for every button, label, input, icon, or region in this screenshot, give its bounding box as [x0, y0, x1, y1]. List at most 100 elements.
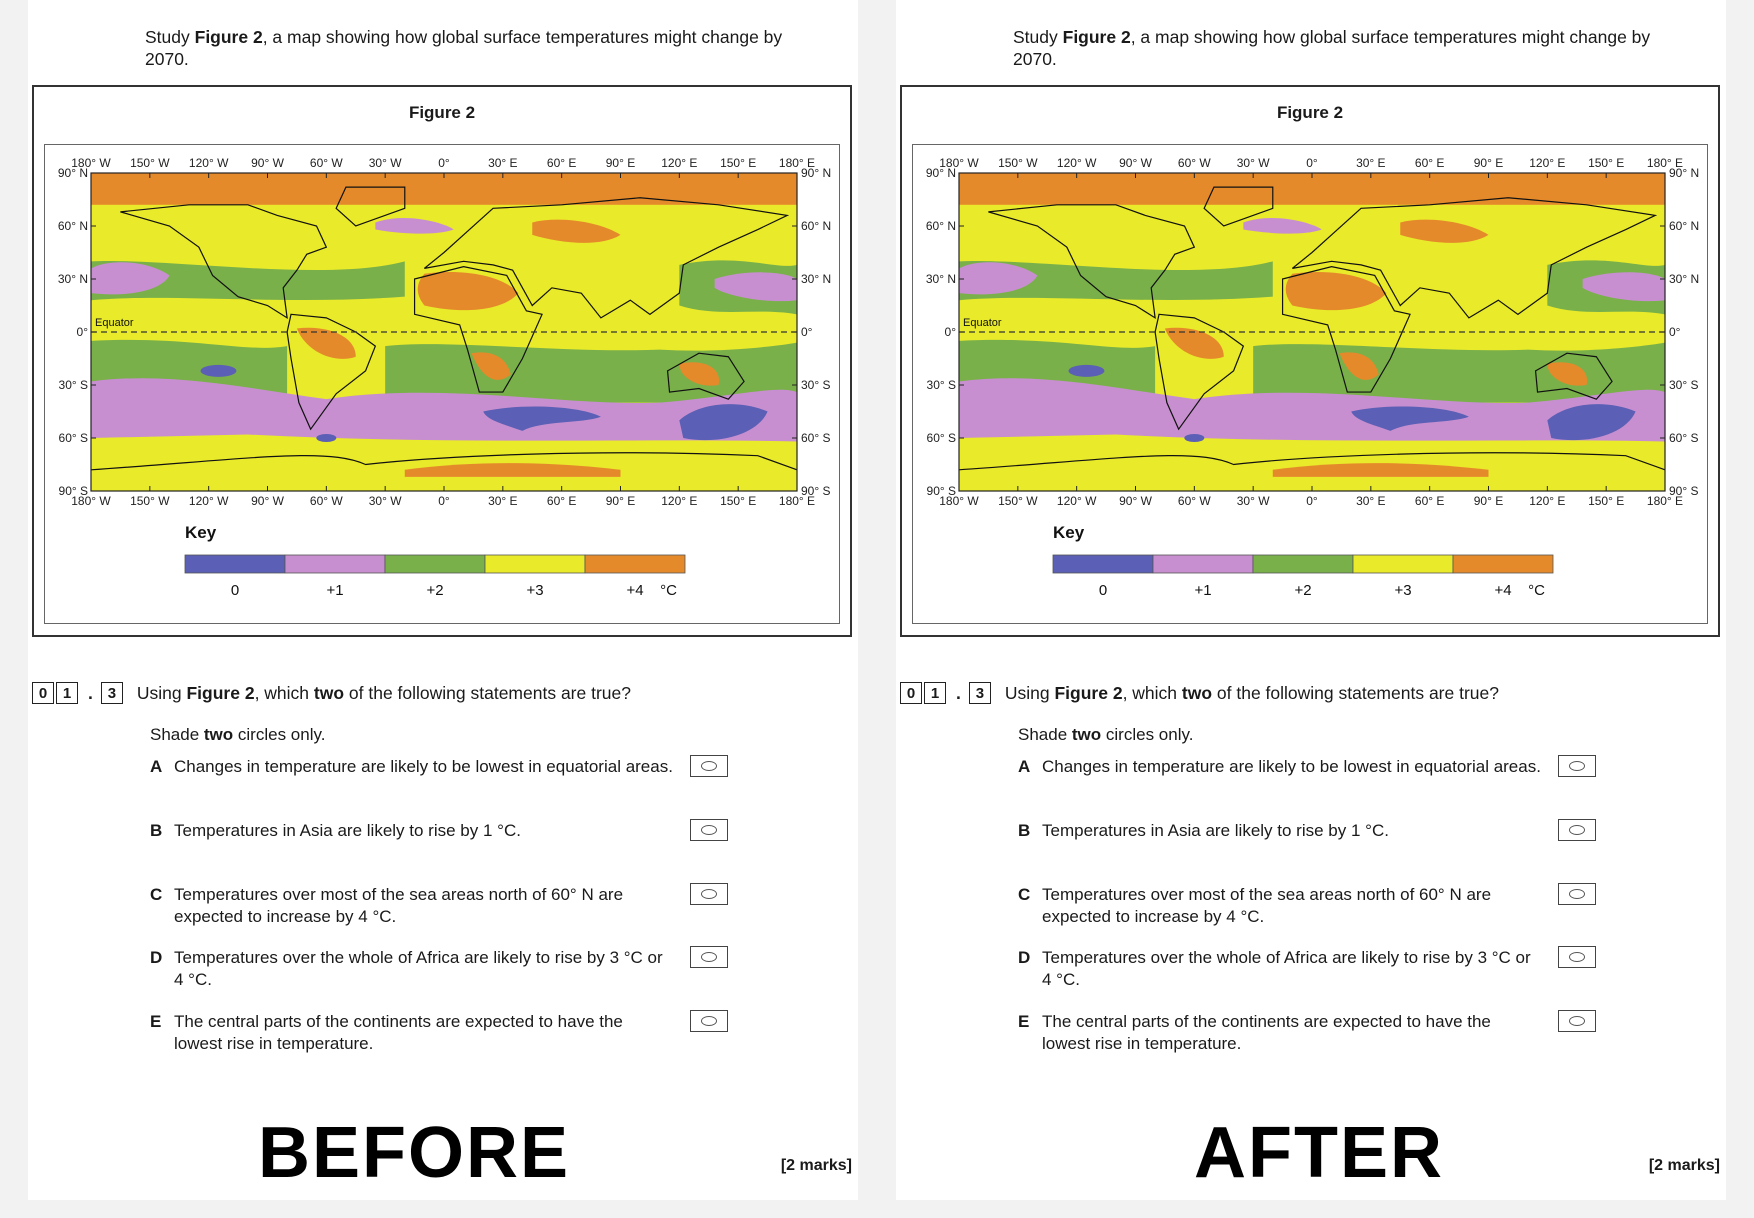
lon-label-bottom: 150° W [998, 494, 1038, 508]
option-letter: A [1018, 757, 1031, 776]
lon-label-bottom: 60° E [547, 494, 576, 508]
option-letter: B [1018, 821, 1031, 840]
lon-label-bottom: 30° W [369, 494, 402, 508]
lon-label-bottom: 90° E [606, 494, 635, 508]
lon-label-bottom: 60° W [310, 494, 343, 508]
lon-label-top: 30° W [369, 156, 402, 170]
lon-label-top: 30° W [1237, 156, 1270, 170]
lat-label-left: 60° N [926, 219, 956, 233]
key-title: Key [185, 523, 217, 542]
before-banner: BEFORE [258, 1113, 571, 1193]
key-swatch [484, 554, 586, 574]
lon-label-top: 180° W [939, 156, 979, 170]
lat-label-right: 30° S [1669, 378, 1698, 392]
answer-bubble-e[interactable] [690, 1010, 728, 1032]
lat-label-right: 60° S [1669, 431, 1698, 445]
purple-pacific-region [1582, 272, 1665, 302]
key-label: +2 [1294, 582, 1311, 599]
lon-label-bottom: 60° E [1415, 494, 1444, 508]
equator-label: Equator [95, 317, 134, 329]
key-label: +4 [1494, 582, 1511, 599]
lon-label-bottom: 120° E [661, 494, 697, 508]
key-swatch [584, 554, 686, 574]
map-graphic: Equator 180° W 180° W 150° W 150° W 120° W 120… [58, 156, 831, 599]
lat-label-right: 60° N [801, 219, 831, 233]
answer-bubble-d[interactable] [1558, 946, 1596, 968]
question-text: Using Figure 2, which two of the followi… [1004, 682, 1499, 703]
question-number-box: 1 [924, 682, 946, 704]
key-swatch [1152, 554, 1254, 574]
option-letter: C [1018, 885, 1031, 904]
answer-bubble-c[interactable] [690, 883, 728, 905]
key-swatch [184, 554, 286, 574]
lat-label-left: 30° S [927, 378, 956, 392]
orange-australia-region [679, 362, 720, 386]
continent-outline [1154, 313, 1245, 431]
lon-label-bottom: 30° E [488, 494, 517, 508]
lon-label-bottom: 30° E [1356, 494, 1385, 508]
lat-label-left: 60° S [59, 431, 88, 445]
lat-label-right: 0° [1669, 325, 1681, 339]
lon-label-top: 120° E [1529, 156, 1565, 170]
key-label: +3 [1394, 582, 1411, 599]
lon-label-bottom: 120° E [1529, 494, 1565, 508]
answer-bubble-b[interactable] [1558, 819, 1596, 841]
marks-label: [2 marks] [780, 1157, 852, 1174]
option-letter: B [150, 821, 163, 840]
purple-southern-ocean [91, 378, 797, 442]
blue-region [483, 406, 601, 431]
lat-label-left: 30° S [59, 378, 88, 392]
lon-label-bottom: 0° [1306, 494, 1318, 508]
answer-bubble-d[interactable] [690, 946, 728, 968]
continent-outline [335, 186, 406, 227]
purple-southern-ocean [959, 378, 1665, 442]
lon-label-bottom: 180° W [71, 494, 111, 508]
orange-sahara-region [1285, 271, 1387, 311]
option-text: Temperatures over most of the sea areas … [1042, 885, 1492, 926]
lat-label-left: 90° N [58, 166, 88, 180]
option-text: The central parts of the continents are … [174, 1012, 623, 1053]
answer-bubble-c[interactable] [1558, 883, 1596, 905]
option-text: Changes in temperature are likely to be … [174, 757, 673, 776]
answer-bubble-b[interactable] [690, 819, 728, 841]
continent-outline [1534, 352, 1613, 400]
orange-amazon-region [296, 327, 356, 359]
lon-label-top: 150° E [1588, 156, 1624, 170]
bubble-circle-icon [1569, 761, 1585, 771]
lon-label-top: 150° W [130, 156, 170, 170]
lon-label-top: 90° E [1474, 156, 1503, 170]
lat-label-left: 90° S [59, 484, 88, 498]
question-dot: . [956, 682, 961, 703]
bubble-circle-icon [1569, 1016, 1585, 1026]
bubble-circle-icon [701, 889, 717, 899]
lon-label-top: 90° W [1119, 156, 1152, 170]
bubble-circle-icon [701, 952, 717, 962]
lon-label-bottom: 180° E [1647, 494, 1683, 508]
answer-bubble-e[interactable] [1558, 1010, 1596, 1032]
key-label: +1 [326, 582, 343, 599]
lon-label-bottom: 120° W [1057, 494, 1097, 508]
question-text: Using Figure 2, which two of the followi… [136, 682, 631, 703]
figure-box: Figure 2 Equator 180° W 180° W 150° W 150° W… [900, 85, 1720, 637]
bubble-circle-icon [701, 1016, 717, 1026]
lon-label-top: 120° E [661, 156, 697, 170]
continent-outline [424, 197, 790, 319]
lat-label-left: 60° N [58, 219, 88, 233]
lat-label-left: 60° S [927, 431, 956, 445]
map-graphic: Equator 180° W 180° W 150° W 150° W 120° W 120… [926, 156, 1699, 599]
purple-pacific-region [91, 262, 170, 295]
blue-region [679, 404, 768, 441]
lat-label-right: 30° N [1669, 272, 1699, 286]
intro-text: Study Figure 2, a map showing how global… [145, 27, 783, 69]
answer-bubble-a[interactable] [1558, 755, 1596, 777]
continent-outline [1292, 197, 1658, 319]
green-ocean-region [959, 260, 1273, 301]
key-label: 0 [1099, 582, 1107, 599]
key-label: +3 [526, 582, 543, 599]
figure-title: Figure 2 [1276, 103, 1344, 122]
answer-bubble-a[interactable] [690, 755, 728, 777]
question-number-box: 0 [900, 682, 922, 704]
lon-label-top: 180° E [1647, 156, 1683, 170]
lat-label-left: 30° N [926, 272, 956, 286]
lon-label-bottom: 180° E [779, 494, 815, 508]
